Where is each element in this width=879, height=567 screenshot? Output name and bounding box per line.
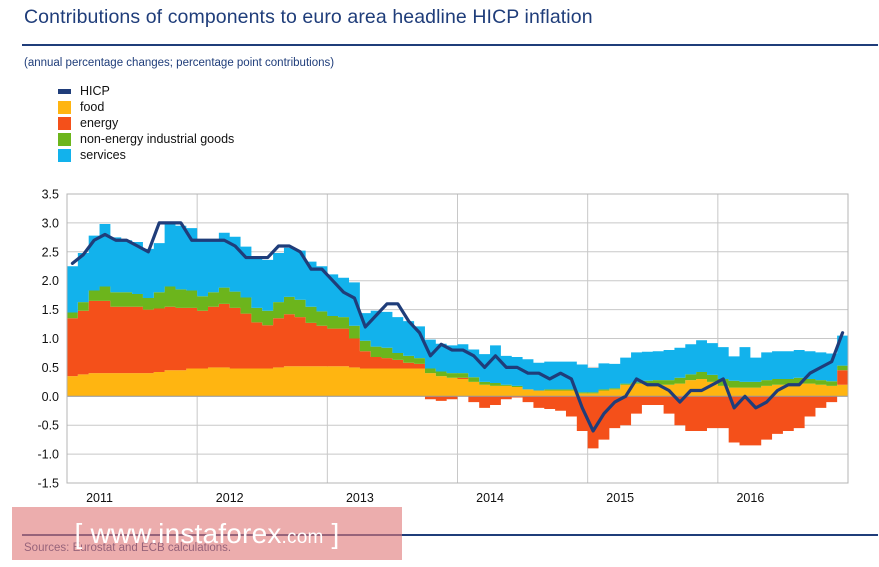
y-axis-tick-label: 1.5: [42, 303, 59, 317]
legend-item-label: food: [80, 100, 105, 114]
area-series-food: [67, 366, 848, 397]
legend-item-hicp: HICP: [58, 83, 234, 99]
chart-subtitle: (annual percentage changes; percentage p…: [24, 57, 335, 69]
x-axis-tick-label: 2014: [476, 491, 504, 505]
legend-item-label: HICP: [80, 84, 110, 98]
x-axis-tick-label: 2011: [86, 491, 113, 505]
plot-border: [66, 193, 849, 484]
y-axis-tick-label: -0.5: [37, 419, 59, 433]
legend-item-services: services: [58, 147, 234, 163]
area-series-non-energy-industrial-goods: [67, 286, 848, 394]
page-title: Contributions of components to euro area…: [24, 6, 593, 28]
legend-item-label: non-energy industrial goods: [80, 132, 235, 146]
legend-swatch-icon: [58, 132, 71, 146]
y-axis-tick-label: 0.5: [42, 361, 59, 375]
y-axis-tick-label: -1.5: [37, 477, 59, 491]
y-axis-tick-label: 3.0: [42, 216, 59, 230]
area-series-energy: [67, 300, 848, 449]
chart-legend: HICP food energy non-energy industrial good…: [58, 83, 234, 163]
legend-swatch-icon: [58, 148, 71, 162]
y-axis-tick-label: 3.5: [42, 188, 59, 202]
legend-swatch-icon: [58, 100, 71, 114]
legend-item-energy: energy: [58, 115, 234, 131]
legend-swatch-icon: [58, 89, 71, 94]
line-series-hicp: [70, 221, 845, 433]
legend-item-label: energy: [80, 116, 119, 130]
legend-item-food: food: [58, 99, 234, 115]
y-axis-tick-label: 1.0: [42, 332, 59, 346]
legend-swatch-icon: [58, 116, 71, 130]
x-axis-tick-label: 2016: [736, 491, 764, 505]
title-divider: [22, 44, 878, 46]
footer-divider: [22, 534, 878, 536]
y-axis-tick-label: -1.0: [37, 448, 59, 462]
y-axis-tick-label: 2.0: [42, 274, 59, 288]
y-axis-tick-label: 2.5: [42, 245, 59, 259]
sources-note: Sources: Eurostat and ECB calculations.: [24, 542, 232, 554]
x-axis-tick-label: 2012: [216, 491, 244, 505]
legend-item-label: services: [80, 148, 126, 162]
legend-item-non-energy-industrial-goods: non-energy industrial goods: [58, 131, 234, 147]
area-series-services: [67, 222, 848, 393]
x-axis-tick-label: 2013: [346, 491, 374, 505]
y-axis-tick-label: 0.0: [42, 390, 59, 404]
x-axis-tick-label: 2015: [606, 491, 634, 505]
